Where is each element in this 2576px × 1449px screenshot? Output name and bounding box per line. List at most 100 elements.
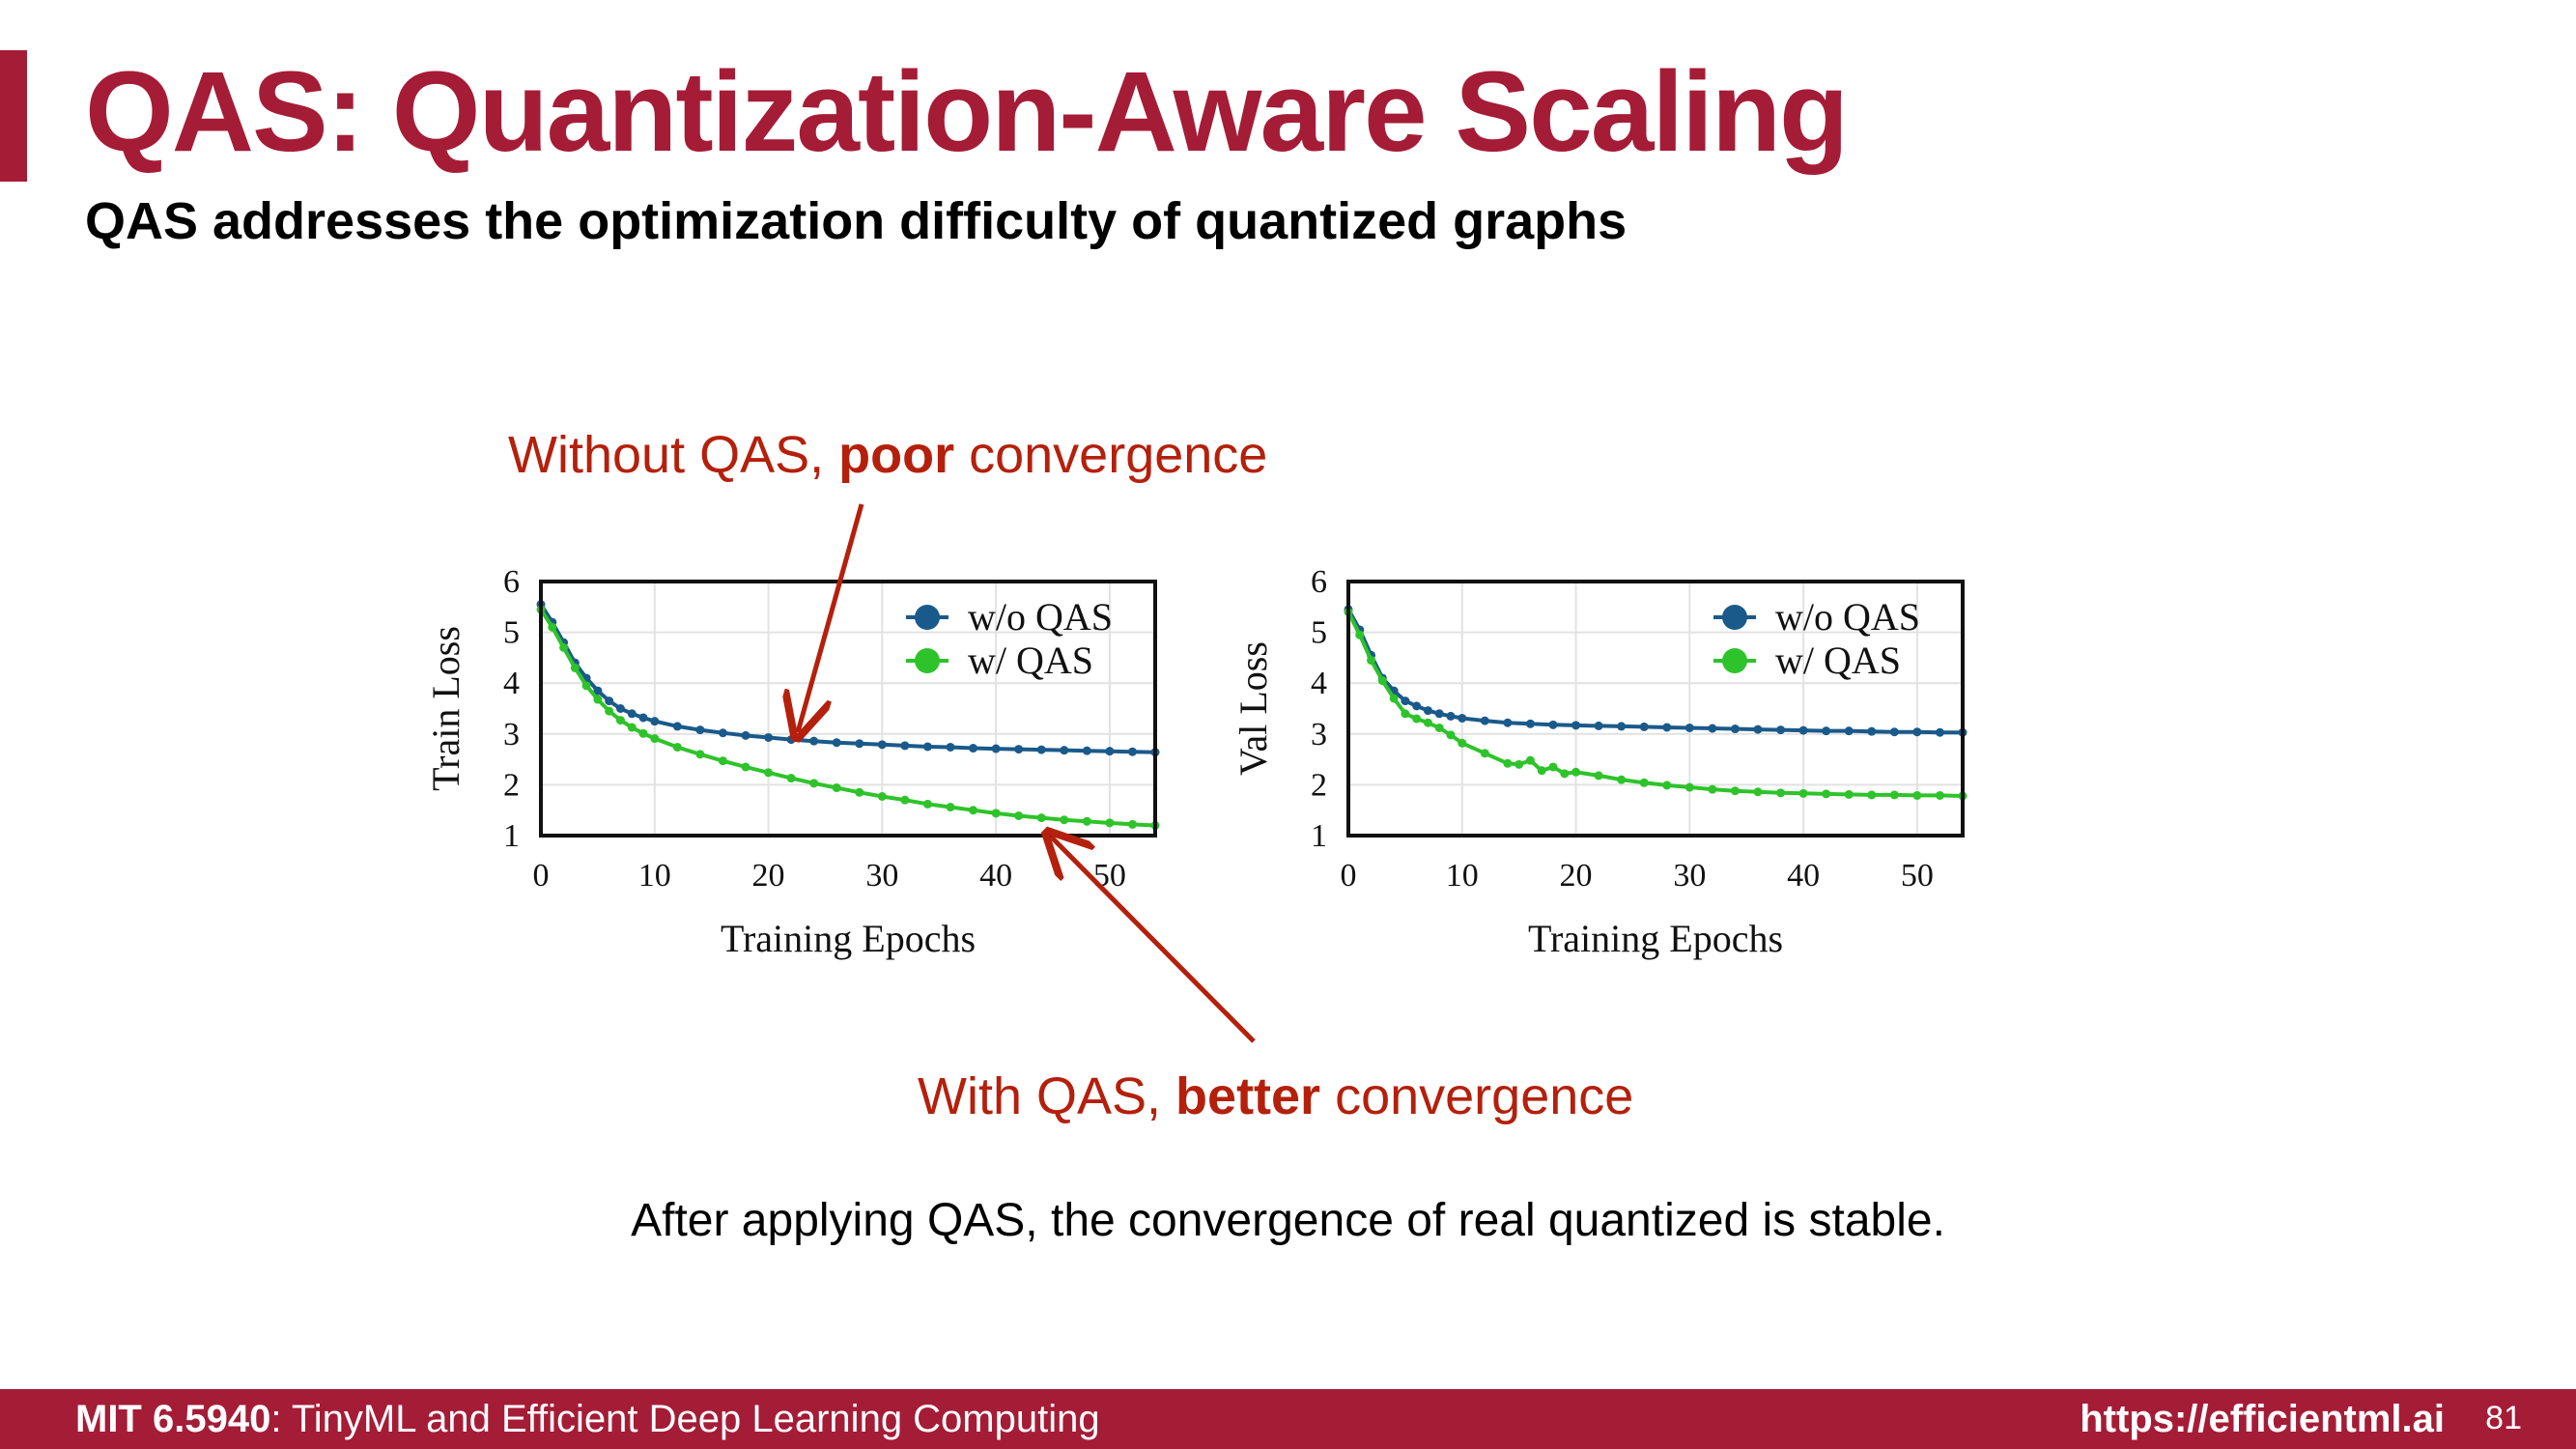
- val-loss-ticks: 0 10 20 30 40 50 1 2 3 4 5 6: [1311, 564, 1934, 894]
- val-loss-series-w-qas-point: [1537, 766, 1546, 776]
- train-loss-x-tick-label: 40: [979, 858, 1012, 894]
- val-loss-series-wo-qas-point: [1525, 719, 1535, 728]
- val-loss-series-wo-qas-point: [1617, 722, 1627, 731]
- train-loss-series-wo-qas-point: [1014, 745, 1024, 754]
- train-loss-x-tick-label: 0: [533, 858, 550, 894]
- train-loss-plot-frame: [539, 580, 1157, 838]
- train-loss-series-wo-qas-point: [855, 739, 864, 749]
- train-loss-series-wo-qas-point: [593, 686, 603, 696]
- val-loss-plot-frame: [1346, 580, 1965, 838]
- slide-page-number: 81: [2485, 1400, 2522, 1436]
- annotation-arrow-poor: [798, 503, 864, 732]
- val-loss-series-wo-qas-point: [1684, 723, 1694, 732]
- train-loss-series-w-qas-point: [877, 791, 887, 801]
- train-loss-series-w-qas-point: [672, 742, 682, 752]
- train-loss-series-w-qas-point: [1127, 819, 1137, 829]
- train-loss-x-axis-label: Training Epochs: [721, 917, 976, 960]
- train-loss-series-w-qas-point: [1105, 818, 1115, 828]
- train-loss-series-w-qas-point: [638, 728, 648, 738]
- train-loss-series-wo-qas-point: [1105, 747, 1115, 756]
- train-loss-y-tick-label: 6: [503, 564, 520, 600]
- annotation-with-qas: With QAS, better convergence: [918, 1066, 1633, 1126]
- train-loss-series-w-qas-point: [786, 774, 796, 783]
- train-loss-y-tick-label: 1: [503, 818, 520, 854]
- train-loss-legend: w/o QAS w/ QAS: [906, 595, 1113, 682]
- train-loss-series-w-qas-point: [741, 762, 750, 772]
- footer-url-link[interactable]: https://efficientml.ai: [2080, 1398, 2445, 1440]
- val-loss-series-w-qas-point: [1889, 790, 1899, 800]
- train-loss-series-w-qas-point: [946, 803, 955, 812]
- train-loss-series-w-qas-point: [855, 787, 864, 797]
- val-loss-series-wo-qas-point: [1912, 727, 1922, 737]
- train-loss-series-wo-qas-point: [786, 735, 796, 745]
- val-loss-y-axis-label: Val Loss: [1231, 641, 1275, 776]
- val-loss-series-w-qas-point: [1708, 784, 1717, 794]
- train-loss-series-wo-qas-point: [900, 741, 910, 751]
- val-loss-series-wo-qas-point: [1639, 722, 1649, 731]
- val-loss-y-tick-label: 5: [1311, 615, 1327, 651]
- train-loss-series-w-qas-point: [1036, 813, 1046, 823]
- val-loss-series-w-qas-point: [1434, 723, 1444, 732]
- train-loss-series-wo-qas-point: [946, 742, 955, 752]
- val-loss-series-w-qas-point: [1639, 778, 1649, 787]
- annotation-arrow-better: [1051, 837, 1256, 1043]
- val-loss-series-w-qas-point: [1617, 775, 1627, 784]
- val-loss-series-wo-qas-point: [1935, 727, 1944, 737]
- train-loss-series-wo-qas-point: [650, 717, 660, 726]
- val-loss-x-tick-label: 40: [1787, 858, 1820, 894]
- annotation-without-qas-suffix: convergence: [954, 426, 1268, 484]
- train-loss-y-tick-label: 3: [503, 717, 520, 753]
- val-loss-series-wo-qas-point: [1458, 713, 1467, 723]
- val-loss-series-wo-qas-point: [1753, 724, 1763, 734]
- val-loss-series-wo-qas-point: [1844, 726, 1854, 736]
- val-loss-legend-w-qas-label: w/ QAS: [1775, 639, 1901, 682]
- train-loss-series-wo-qas-point: [877, 740, 887, 750]
- footer-course: MIT 6.5940: TinyML and Efficient Deep Le…: [75, 1398, 1100, 1441]
- annotation-with-qas-suffix: convergence: [1320, 1067, 1634, 1125]
- train-loss-x-tick-label: 10: [638, 858, 671, 894]
- slide-subtitle: QAS addresses the optimization difficult…: [85, 192, 1628, 250]
- val-loss-series-wo-qas-point: [1503, 718, 1513, 727]
- val-loss-x-tick-label: 10: [1446, 858, 1479, 894]
- train-loss-series-wo-qas-point: [809, 736, 819, 746]
- val-loss-series-wo-qas-point: [1412, 701, 1422, 711]
- val-loss-series-w-qas-point: [1867, 790, 1877, 800]
- train-loss-series-wo-qas-point: [741, 730, 750, 740]
- train-loss-series-w-qas-point: [764, 768, 774, 778]
- train-loss-series-wo-qas-point: [991, 744, 1001, 753]
- train-loss-series-wo-qas-point: [605, 696, 614, 706]
- train-loss-series-w-qas-point: [627, 723, 637, 732]
- train-loss-series-w-qas-point: [615, 716, 625, 725]
- train-loss-series-wo-qas-point: [764, 732, 774, 742]
- val-loss-series-wo-qas-point: [1423, 706, 1432, 716]
- train-loss-series-w-qas-point: [922, 799, 932, 809]
- val-loss-x-tick-label: 50: [1901, 858, 1934, 894]
- val-loss-series-wo-qas-point: [1446, 711, 1456, 721]
- val-loss-series-w-qas-point: [1480, 749, 1489, 758]
- val-loss-series-wo-qas-point: [1662, 723, 1672, 732]
- val-loss-series-wo-qas-point: [1776, 725, 1786, 735]
- val-loss-series-w-qas-point: [1571, 767, 1581, 777]
- train-loss-series-wo-qas-point: [672, 722, 682, 731]
- train-loss-series-wo-qas-point: [1060, 746, 1069, 755]
- annotation-without-qas: Without QAS, poor convergence: [508, 425, 1267, 485]
- val-loss-y-tick-label: 2: [1311, 767, 1327, 803]
- val-loss-series-w-qas-point: [1514, 759, 1524, 769]
- train-loss-series-w-qas-point: [695, 750, 705, 759]
- val-loss-legend-wo-qas-label: w/o QAS: [1775, 595, 1920, 639]
- val-loss-y-tick-label: 3: [1311, 717, 1327, 753]
- title-accent-bar: [0, 50, 27, 182]
- train-loss-series-wo-qas-point: [615, 704, 625, 713]
- annotation-with-qas-bold: better: [1175, 1067, 1321, 1125]
- val-loss-series-wo-qas-point: [1730, 724, 1740, 734]
- train-loss-legend-wo-qas-marker: [915, 605, 940, 630]
- train-loss-y-tick-label: 4: [503, 666, 520, 701]
- val-loss-legend-w-qas-marker: [1722, 648, 1747, 673]
- train-loss-series-w-qas-point: [559, 642, 569, 652]
- train-loss-series-w-qas-point: [548, 622, 557, 632]
- footer-bar: MIT 6.5940: TinyML and Efficient Deep Le…: [0, 1389, 2576, 1449]
- chart-train-loss: 0 10 20 30 40 50 1 2 3 4 5 6 Training Epochs Train …: [424, 564, 1160, 960]
- train-loss-x-tick-label: 50: [1093, 858, 1126, 894]
- val-loss-series-w-qas-point: [1662, 781, 1672, 790]
- val-loss-x-tick-label: 0: [1341, 858, 1357, 894]
